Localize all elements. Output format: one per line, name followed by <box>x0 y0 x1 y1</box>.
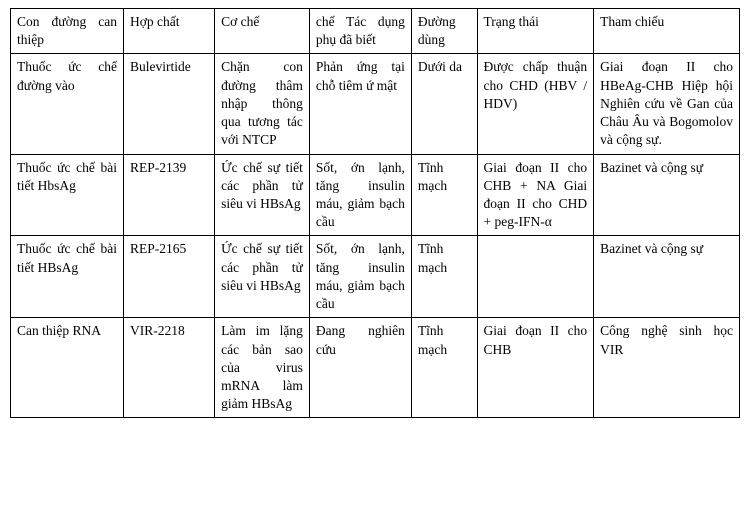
table-cell: Giai đoạn II cho CHB + NA Giai đoạn II c… <box>477 154 594 236</box>
table-header-row: Con đường can thiệpHợp chấtCơ chếchế Tác… <box>11 9 740 54</box>
table-cell: Can thiệp RNA <box>11 318 124 418</box>
column-header: Trạng thái <box>477 9 594 54</box>
table-cell: Bazinet và cộng sự <box>594 154 740 236</box>
table-cell: Sốt, ớn lạnh, tăng insulin máu, giảm bạc… <box>309 236 411 318</box>
table-cell: Bulevirtide <box>123 54 214 154</box>
table-cell: Thuốc ức chế đường vào <box>11 54 124 154</box>
column-header: Cơ chế <box>215 9 310 54</box>
table-cell: Ức chế sự tiết các phần tử siêu vi HBsAg <box>215 154 310 236</box>
table-cell: Thuốc ức chế bài tiết HBsAg <box>11 236 124 318</box>
table-cell: Giai đoạn II cho CHB <box>477 318 594 418</box>
table-cell: Tĩnh mạch <box>411 236 477 318</box>
table-cell: Ức chế sự tiết các phần tử siêu vi HBsAg <box>215 236 310 318</box>
table-cell: Bazinet và cộng sự <box>594 236 740 318</box>
column-header: chế Tác dụng phụ đã biết <box>309 9 411 54</box>
table-cell: Làm im lặng các bản sao của virus mRNA l… <box>215 318 310 418</box>
table-cell: Tĩnh mạch <box>411 154 477 236</box>
table-cell: REP-2165 <box>123 236 214 318</box>
table-cell: Đang nghiên cứu <box>309 318 411 418</box>
table-row: Thuốc ức chế đường vàoBulevirtideChặn co… <box>11 54 740 154</box>
table-cell: Dưới da <box>411 54 477 154</box>
table-cell: Tĩnh mạch <box>411 318 477 418</box>
page: Con đường can thiệpHợp chấtCơ chếchế Tác… <box>0 0 750 426</box>
table-cell <box>477 236 594 318</box>
table-cell: REP-2139 <box>123 154 214 236</box>
table-cell: Phản ứng tại chỗ tiêm ứ mật <box>309 54 411 154</box>
table-cell: Giai đoạn II cho HBeAg-CHB Hiệp hội Nghi… <box>594 54 740 154</box>
table-cell: Sốt, ớn lạnh, tăng insulin máu, giảm bạc… <box>309 154 411 236</box>
table-cell: Thuốc ức chế bài tiết HbsAg <box>11 154 124 236</box>
therapies-table: Con đường can thiệpHợp chấtCơ chếchế Tác… <box>10 8 740 418</box>
table-cell: Chặn con đường thâm nhập thông qua tương… <box>215 54 310 154</box>
column-header: Đường dùng <box>411 9 477 54</box>
table-row: Thuốc ức chế bài tiết HbsAgREP-2139Ức ch… <box>11 154 740 236</box>
column-header: Con đường can thiệp <box>11 9 124 54</box>
column-header: Tham chiếu <box>594 9 740 54</box>
table-row: Can thiệp RNAVIR-2218Làm im lặng các bản… <box>11 318 740 418</box>
column-header: Hợp chất <box>123 9 214 54</box>
table-row: Thuốc ức chế bài tiết HBsAgREP-2165Ức ch… <box>11 236 740 318</box>
table-cell: Được chấp thuận cho CHD (HBV / HDV) <box>477 54 594 154</box>
table-cell: VIR-2218 <box>123 318 214 418</box>
table-body: Thuốc ức chế đường vàoBulevirtideChặn co… <box>11 54 740 418</box>
table-cell: Công nghệ sinh học VIR <box>594 318 740 418</box>
